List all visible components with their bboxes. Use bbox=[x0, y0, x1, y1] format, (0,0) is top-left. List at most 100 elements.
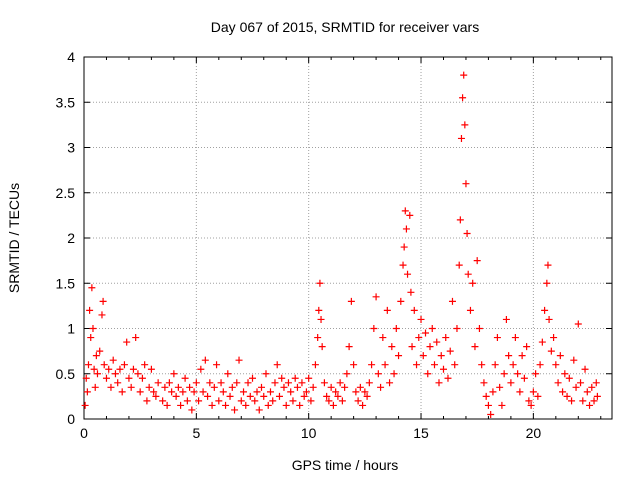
data-point bbox=[315, 306, 323, 314]
data-point bbox=[392, 325, 400, 332]
data-point bbox=[332, 388, 340, 396]
data-point bbox=[502, 315, 510, 323]
data-point bbox=[509, 361, 517, 369]
data-point bbox=[325, 397, 333, 405]
data-point bbox=[487, 410, 495, 418]
data-point bbox=[174, 383, 182, 391]
data-point bbox=[260, 392, 268, 400]
data-point bbox=[190, 388, 198, 396]
data-point bbox=[386, 379, 394, 387]
data-point bbox=[417, 315, 425, 323]
data-point bbox=[302, 388, 310, 396]
data-point bbox=[457, 134, 465, 142]
data-point bbox=[186, 383, 194, 391]
data-point bbox=[127, 383, 135, 391]
data-point bbox=[498, 401, 506, 409]
data-point bbox=[318, 343, 326, 351]
data-point bbox=[347, 297, 355, 305]
data-point bbox=[307, 397, 315, 405]
data-point bbox=[518, 352, 526, 360]
data-point bbox=[453, 325, 461, 332]
data-point bbox=[489, 388, 497, 396]
data-point bbox=[251, 397, 259, 405]
data-point bbox=[233, 379, 241, 387]
y-tick-label: 1.5 bbox=[56, 275, 76, 291]
data-point bbox=[435, 379, 443, 387]
data-point bbox=[100, 361, 108, 369]
data-point bbox=[350, 361, 358, 369]
data-point bbox=[532, 370, 540, 378]
data-point bbox=[354, 397, 362, 405]
data-point bbox=[195, 397, 203, 405]
data-point bbox=[143, 397, 151, 405]
data-point bbox=[480, 379, 488, 387]
x-tick-label: 0 bbox=[80, 425, 88, 441]
data-point bbox=[172, 392, 180, 400]
data-point bbox=[444, 374, 452, 382]
data-point bbox=[88, 284, 96, 292]
data-point bbox=[408, 343, 416, 351]
data-point bbox=[496, 383, 504, 391]
data-point bbox=[388, 343, 396, 351]
data-point bbox=[590, 397, 598, 405]
data-point bbox=[228, 383, 236, 391]
data-point bbox=[179, 388, 187, 396]
data-point bbox=[437, 352, 445, 360]
data-point bbox=[541, 306, 549, 314]
data-point bbox=[280, 383, 288, 391]
data-point bbox=[475, 325, 483, 332]
data-point bbox=[305, 374, 313, 382]
data-point bbox=[338, 397, 346, 405]
data-point bbox=[592, 379, 600, 387]
data-point bbox=[107, 383, 115, 391]
data-point bbox=[296, 401, 304, 409]
data-point bbox=[579, 397, 587, 405]
data-point bbox=[568, 397, 576, 405]
data-point bbox=[565, 374, 573, 382]
data-point bbox=[563, 392, 571, 400]
data-point bbox=[559, 388, 567, 396]
data-point bbox=[359, 401, 367, 409]
data-point bbox=[462, 180, 470, 188]
data-point bbox=[428, 325, 436, 332]
data-point bbox=[469, 279, 477, 287]
data-point bbox=[116, 365, 124, 373]
data-point bbox=[556, 352, 564, 360]
data-point bbox=[275, 392, 283, 400]
data-point bbox=[397, 297, 405, 305]
data-point bbox=[442, 334, 450, 342]
data-point bbox=[547, 347, 555, 355]
data-point bbox=[89, 325, 97, 332]
data-point bbox=[249, 374, 257, 382]
grid-lines bbox=[84, 57, 612, 419]
data-point bbox=[264, 401, 272, 409]
data-point bbox=[410, 306, 418, 314]
data-point bbox=[523, 343, 531, 351]
y-tick-label: 0.5 bbox=[56, 366, 76, 382]
data-point bbox=[311, 361, 319, 369]
data-point bbox=[343, 370, 351, 378]
data-point bbox=[204, 392, 212, 400]
data-point bbox=[109, 356, 117, 364]
data-point bbox=[459, 94, 467, 102]
data-point bbox=[120, 361, 128, 369]
data-point bbox=[201, 356, 209, 364]
data-point bbox=[424, 370, 432, 378]
data-point bbox=[170, 370, 178, 378]
data-point bbox=[188, 406, 196, 414]
data-point bbox=[129, 365, 137, 373]
data-point bbox=[419, 352, 427, 360]
data-point bbox=[365, 379, 373, 387]
data-point bbox=[165, 379, 173, 387]
data-point bbox=[316, 279, 324, 287]
data-point bbox=[224, 370, 232, 378]
data-point bbox=[446, 347, 454, 355]
data-point bbox=[356, 383, 364, 391]
x-tick-label: 10 bbox=[301, 425, 317, 441]
data-point bbox=[114, 379, 122, 387]
data-point bbox=[374, 370, 382, 378]
data-point bbox=[105, 365, 113, 373]
data-point bbox=[99, 297, 107, 305]
data-point bbox=[406, 211, 414, 219]
data-point bbox=[257, 383, 265, 391]
